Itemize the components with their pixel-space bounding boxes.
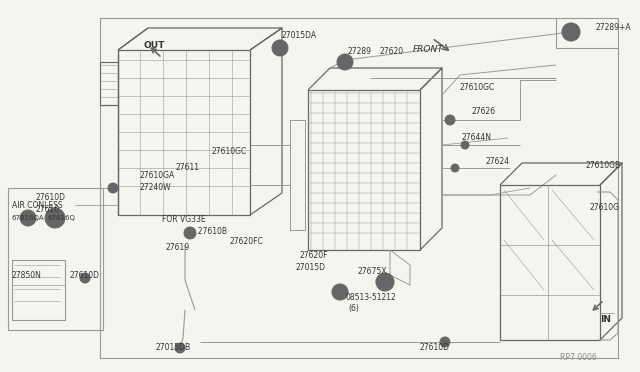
Circle shape [562, 23, 580, 41]
Text: 67816Q: 67816Q [48, 215, 76, 221]
Circle shape [440, 337, 450, 347]
Circle shape [276, 44, 284, 52]
Text: 27015DA: 27015DA [282, 31, 317, 39]
Text: 08513-51212: 08513-51212 [345, 294, 396, 302]
Text: 27610GC: 27610GC [212, 148, 247, 157]
Text: 27626: 27626 [472, 108, 496, 116]
Text: FRONT: FRONT [413, 45, 444, 55]
Text: 27015DB: 27015DB [155, 343, 190, 353]
Circle shape [341, 58, 349, 66]
Text: 27610GA: 27610GA [140, 170, 175, 180]
Text: 27610D: 27610D [70, 270, 100, 279]
Circle shape [461, 141, 469, 149]
Circle shape [80, 273, 90, 283]
Text: S: S [338, 288, 342, 296]
Circle shape [108, 183, 118, 193]
Text: 27620: 27620 [380, 48, 404, 57]
Circle shape [20, 210, 36, 226]
Text: 27610D: 27610D [35, 193, 65, 202]
Circle shape [445, 115, 455, 125]
Text: 27611: 27611 [175, 164, 199, 173]
Text: 27610D: 27610D [420, 343, 450, 353]
Text: 27644N: 27644N [462, 134, 492, 142]
Text: RP7 0006: RP7 0006 [560, 353, 596, 362]
Bar [8, 188, 103, 330]
Text: 27619: 27619 [165, 244, 189, 253]
Text: 27620FC: 27620FC [230, 237, 264, 247]
Text: 27675X: 27675X [358, 267, 387, 276]
Text: 27015D: 27015D [295, 263, 325, 273]
Circle shape [272, 40, 288, 56]
Text: (6): (6) [348, 304, 359, 312]
Circle shape [184, 227, 196, 239]
Circle shape [332, 284, 348, 300]
Text: 67816QA: 67816QA [12, 215, 45, 221]
Text: 27620F: 27620F [300, 250, 328, 260]
Text: 27610GC: 27610GC [460, 83, 495, 93]
Text: 27610B: 27610B [193, 228, 227, 237]
Circle shape [337, 54, 353, 70]
Text: 27289: 27289 [348, 48, 372, 57]
Text: FOR VG33E: FOR VG33E [162, 215, 205, 224]
Circle shape [45, 208, 65, 228]
Circle shape [175, 343, 185, 353]
Text: 27610: 27610 [35, 205, 59, 215]
Circle shape [451, 164, 459, 172]
Text: 27610GB: 27610GB [586, 160, 621, 170]
Text: 27610G: 27610G [590, 203, 620, 212]
Circle shape [380, 277, 390, 287]
Text: 27624: 27624 [486, 157, 510, 167]
Text: IN: IN [600, 315, 611, 324]
Text: AIR CONLESS: AIR CONLESS [12, 201, 63, 209]
Text: 27850N: 27850N [12, 270, 42, 279]
Circle shape [566, 27, 576, 37]
Text: 27289+A: 27289+A [595, 23, 630, 32]
Text: 27240W: 27240W [140, 183, 172, 192]
Text: OUT: OUT [143, 42, 164, 51]
Circle shape [376, 273, 394, 291]
